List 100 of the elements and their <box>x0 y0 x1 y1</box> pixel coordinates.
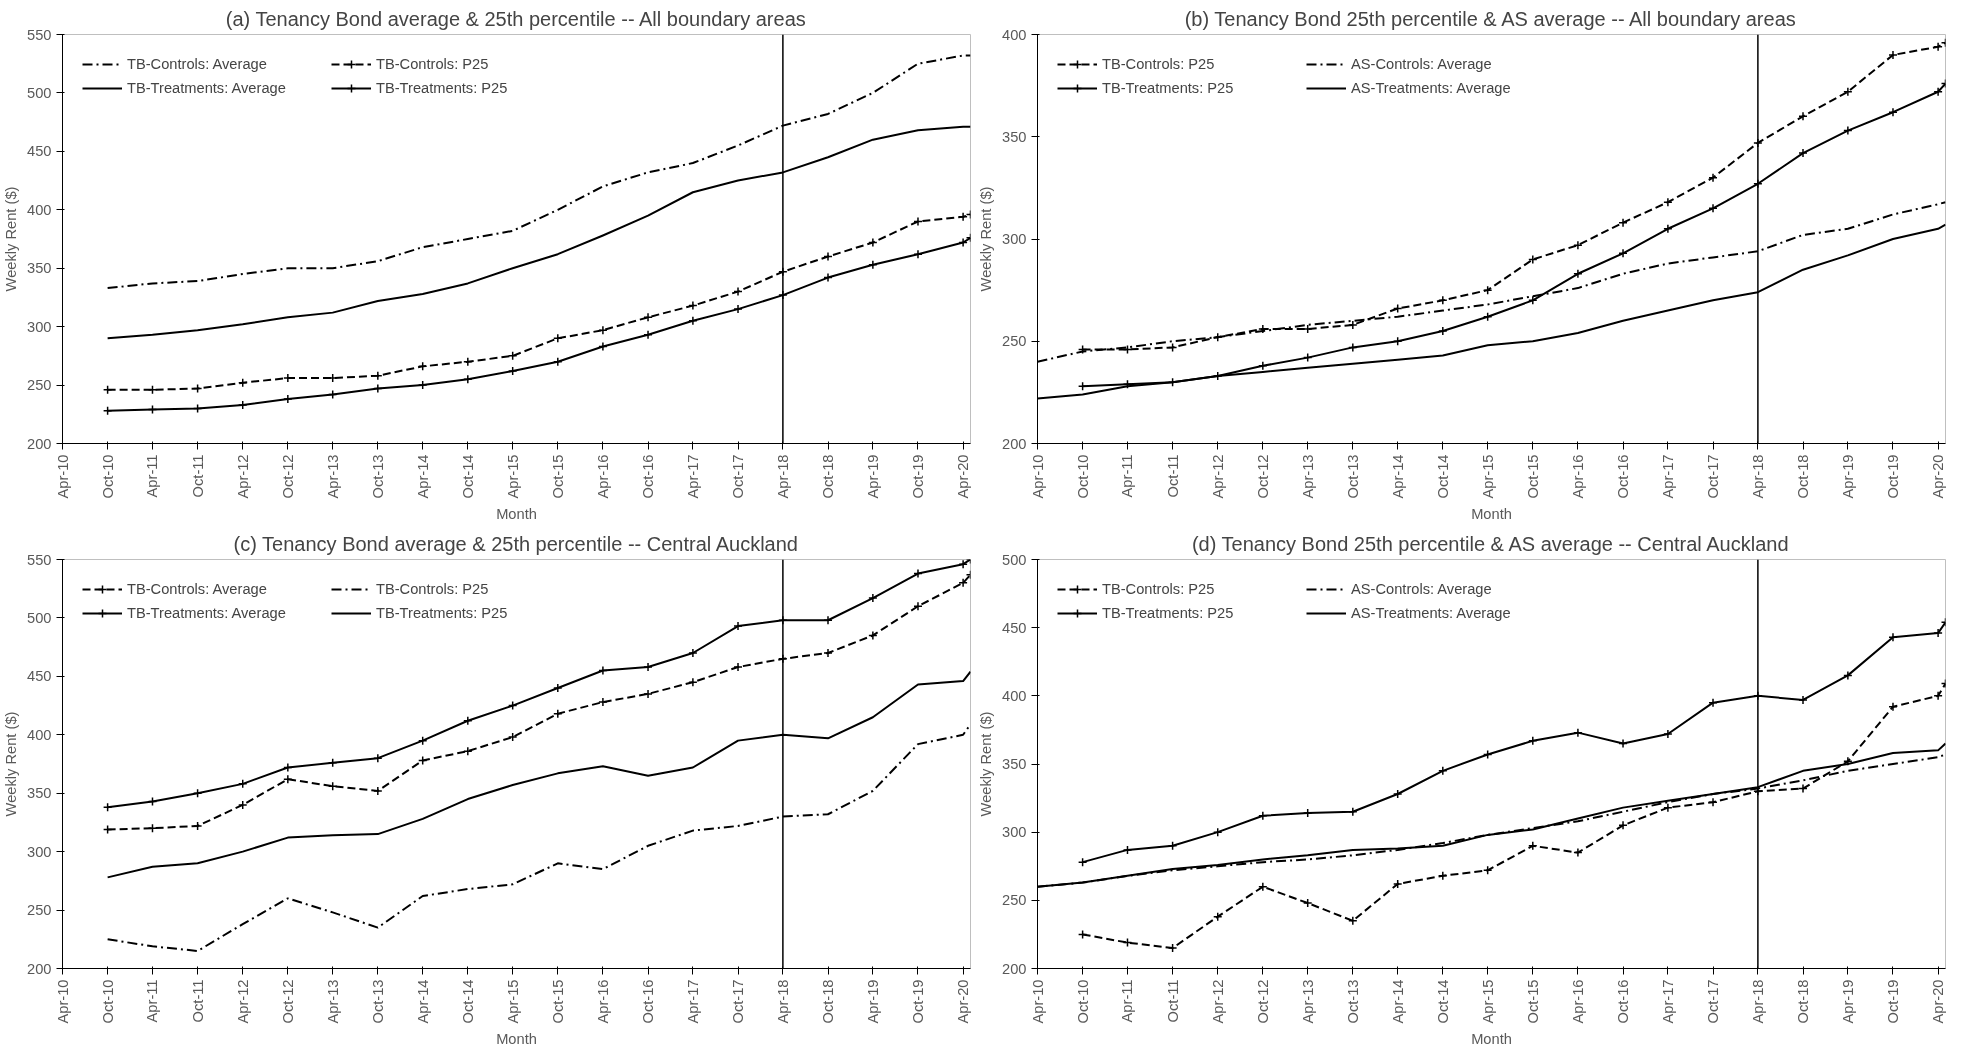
x-tick-label: Oct-11 <box>189 979 206 1023</box>
x-tick-label: Apr-19 <box>1839 979 1856 1024</box>
y-tick-label: 500 <box>27 84 52 101</box>
x-tick-label: Oct-16 <box>1615 979 1632 1024</box>
y-tick-label: 300 <box>27 843 52 860</box>
legend-label: TB-Controls: P25 <box>1102 56 1216 72</box>
x-tick-label: Oct-13 <box>369 454 386 499</box>
legend-label: TB-Controls: P25 <box>376 56 490 72</box>
x-tick-label: Oct-11 <box>1164 979 1181 1023</box>
y-tick-label: 300 <box>1002 824 1027 841</box>
x-tick-label: Apr-20 <box>1930 454 1947 499</box>
y-tick-label: 350 <box>27 260 52 277</box>
x-tick-label: Oct-16 <box>640 979 657 1024</box>
x-tick-label: Apr-10 <box>54 979 71 1024</box>
y-axis-title: Weekly Rent ($) <box>978 711 995 817</box>
x-axis-title: Month <box>1471 506 1512 523</box>
x-tick-label: Oct-18 <box>820 454 836 499</box>
x-tick-label: Oct-19 <box>909 454 926 499</box>
y-tick-label: 350 <box>1002 128 1027 145</box>
x-tick-label: Apr-15 <box>1479 454 1496 499</box>
x-tick-label: Apr-19 <box>1839 454 1856 499</box>
x-tick-label: Oct-16 <box>640 454 657 499</box>
x-tick-label: Oct-17 <box>730 454 747 499</box>
x-tick-label: Oct-12 <box>1254 979 1271 1024</box>
y-tick-label: 450 <box>27 143 52 160</box>
x-tick-label: Apr-20 <box>955 979 972 1024</box>
legend-label: TB-Treatments: P25 <box>1102 80 1235 96</box>
x-tick-label: Oct-14 <box>1434 454 1451 499</box>
x-tick-label: Apr-15 <box>504 979 521 1024</box>
y-axis-title: Weekly Rent ($) <box>3 711 20 817</box>
legend-label: TB-Treatments: P25 <box>376 605 509 621</box>
chart-title: (b) Tenancy Bond 25th percentile & AS average -- All boundary areas <box>1184 7 1796 30</box>
y-tick-label: 300 <box>1002 231 1027 247</box>
legend-label: TB-Controls: P25 <box>1102 581 1216 597</box>
legend-label: TB-Treatments: Average <box>127 80 287 96</box>
legend-label: AS-Treatments: Average <box>1351 605 1512 621</box>
legend-label: AS-Treatments: Average <box>1351 80 1512 96</box>
x-tick-label: Apr-14 <box>1389 454 1406 499</box>
x-tick-label: Apr-11 <box>1119 454 1136 498</box>
y-axis-title: Weekly Rent ($) <box>3 186 20 292</box>
y-tick-label: 350 <box>27 785 52 802</box>
x-tick-label: Apr-12 <box>1209 979 1226 1024</box>
x-tick-label: Oct-18 <box>1795 454 1811 499</box>
y-tick-label: 500 <box>1002 551 1027 568</box>
x-tick-label: Apr-13 <box>324 454 341 499</box>
x-tick-label: Oct-15 <box>1524 979 1541 1024</box>
x-tick-label: Apr-14 <box>1389 979 1406 1024</box>
x-tick-label: Apr-12 <box>1209 454 1226 499</box>
x-tick-label: Oct-12 <box>1254 454 1271 499</box>
x-tick-label: Apr-19 <box>864 454 881 499</box>
y-tick-label: 250 <box>27 902 52 919</box>
y-tick-label: 550 <box>27 551 52 568</box>
x-tick-label: Apr-14 <box>414 454 431 499</box>
y-tick-label: 550 <box>27 26 52 43</box>
x-tick-label: Apr-16 <box>594 454 611 499</box>
x-tick-label: Oct-12 <box>279 454 296 499</box>
x-tick-label: Apr-16 <box>594 979 611 1024</box>
x-tick-label: Apr-17 <box>1659 454 1676 499</box>
legend-label: TB-Controls: P25 <box>376 581 490 597</box>
x-tick-label: Oct-14 <box>1434 979 1451 1024</box>
x-tick-label: Apr-11 <box>144 454 161 498</box>
y-tick-label: 300 <box>27 318 52 335</box>
x-axis-title: Month <box>496 1031 537 1048</box>
y-tick-label: 400 <box>1002 687 1027 704</box>
x-tick-label: Oct-10 <box>1074 454 1091 499</box>
y-tick-label: 200 <box>1002 435 1027 452</box>
x-tick-label: Apr-11 <box>1119 979 1136 1023</box>
y-tick-label: 200 <box>27 435 52 452</box>
legend-label: TB-Treatments: Average <box>127 605 287 621</box>
x-tick-label: Apr-10 <box>1029 454 1046 499</box>
x-tick-label: Apr-17 <box>1659 979 1676 1024</box>
x-tick-label: Apr-13 <box>324 979 341 1024</box>
chart-title: (a) Tenancy Bond average & 25th percentile -- All boundary areas <box>225 7 806 30</box>
legend-label: TB-Treatments: P25 <box>1102 605 1235 621</box>
y-tick-label: 350 <box>1002 756 1027 772</box>
x-tick-label: Apr-20 <box>955 454 972 499</box>
y-tick-label: 400 <box>27 201 52 218</box>
x-tick-label: Apr-17 <box>684 979 701 1024</box>
x-tick-label: Apr-13 <box>1299 454 1316 499</box>
x-tick-label: Oct-17 <box>730 979 747 1024</box>
x-tick-label: Oct-18 <box>820 979 836 1024</box>
x-tick-label: Apr-15 <box>1479 979 1496 1024</box>
legend-label: TB-Controls: Average <box>127 56 268 72</box>
y-tick-label: 200 <box>27 960 52 977</box>
x-tick-label: Apr-14 <box>414 979 431 1024</box>
x-tick-label: Apr-17 <box>684 454 701 499</box>
x-tick-label: Oct-13 <box>1344 979 1361 1024</box>
y-tick-label: 500 <box>27 609 52 626</box>
y-axis-title: Weekly Rent ($) <box>978 186 995 292</box>
x-tick-label: Oct-16 <box>1615 454 1632 499</box>
x-tick-label: Oct-19 <box>1884 979 1901 1024</box>
x-tick-label: Apr-15 <box>504 454 521 499</box>
y-tick-label: 250 <box>27 377 52 394</box>
y-tick-label: 450 <box>27 668 52 685</box>
x-tick-label: Oct-13 <box>1344 454 1361 499</box>
x-tick-label: Oct-11 <box>1164 454 1181 498</box>
x-tick-label: Oct-10 <box>99 979 116 1024</box>
x-tick-label: Apr-18 <box>1749 979 1766 1024</box>
x-tick-label: Oct-19 <box>1884 454 1901 499</box>
x-tick-label: Apr-18 <box>1749 454 1766 499</box>
